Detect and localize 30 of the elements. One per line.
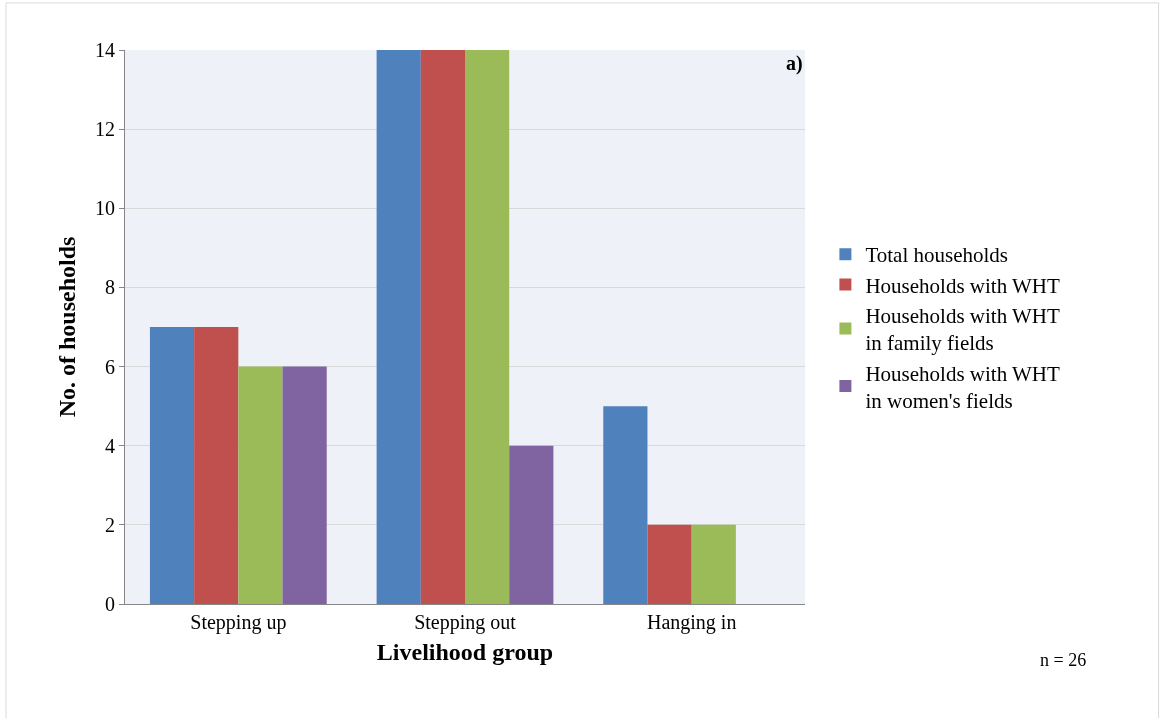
- x-tick-label: Hanging in: [646, 611, 737, 634]
- legend-label: Total households: [865, 243, 1009, 268]
- y-axis-title: No. of households: [54, 236, 81, 418]
- y-tick-label: 8: [105, 276, 115, 299]
- bar: [647, 524, 692, 604]
- y-tick-label: 6: [105, 355, 115, 378]
- legend-label: Households with WHT: [865, 273, 1061, 298]
- legend-label: Households with WHT in family fields: [865, 303, 1061, 356]
- legend-label: Households with WHT in women's fields: [865, 361, 1061, 413]
- y-tick-label: 0: [105, 593, 115, 615]
- y-tick-label: 2: [105, 513, 115, 536]
- bar: [691, 524, 736, 604]
- bar: [238, 366, 283, 604]
- bar: [420, 50, 465, 604]
- y-tick-label: 10: [95, 197, 115, 220]
- bar: [465, 50, 510, 604]
- y-tick-label: 4: [105, 434, 115, 457]
- bar: [282, 366, 327, 604]
- bar: [376, 50, 421, 604]
- y-tick-label: 12: [95, 118, 115, 141]
- x-axis-title: Livelihood group: [376, 639, 554, 666]
- bar: [194, 327, 239, 604]
- x-tick-label: Stepping up: [190, 611, 287, 634]
- x-tick-label: Stepping out: [414, 611, 517, 634]
- bar: [603, 406, 648, 604]
- y-tick-label: 14: [95, 39, 115, 61]
- bar: [149, 327, 195, 604]
- text: n = 26: [1040, 650, 1087, 670]
- bar: [509, 445, 554, 604]
- annotation: a): [786, 52, 803, 75]
